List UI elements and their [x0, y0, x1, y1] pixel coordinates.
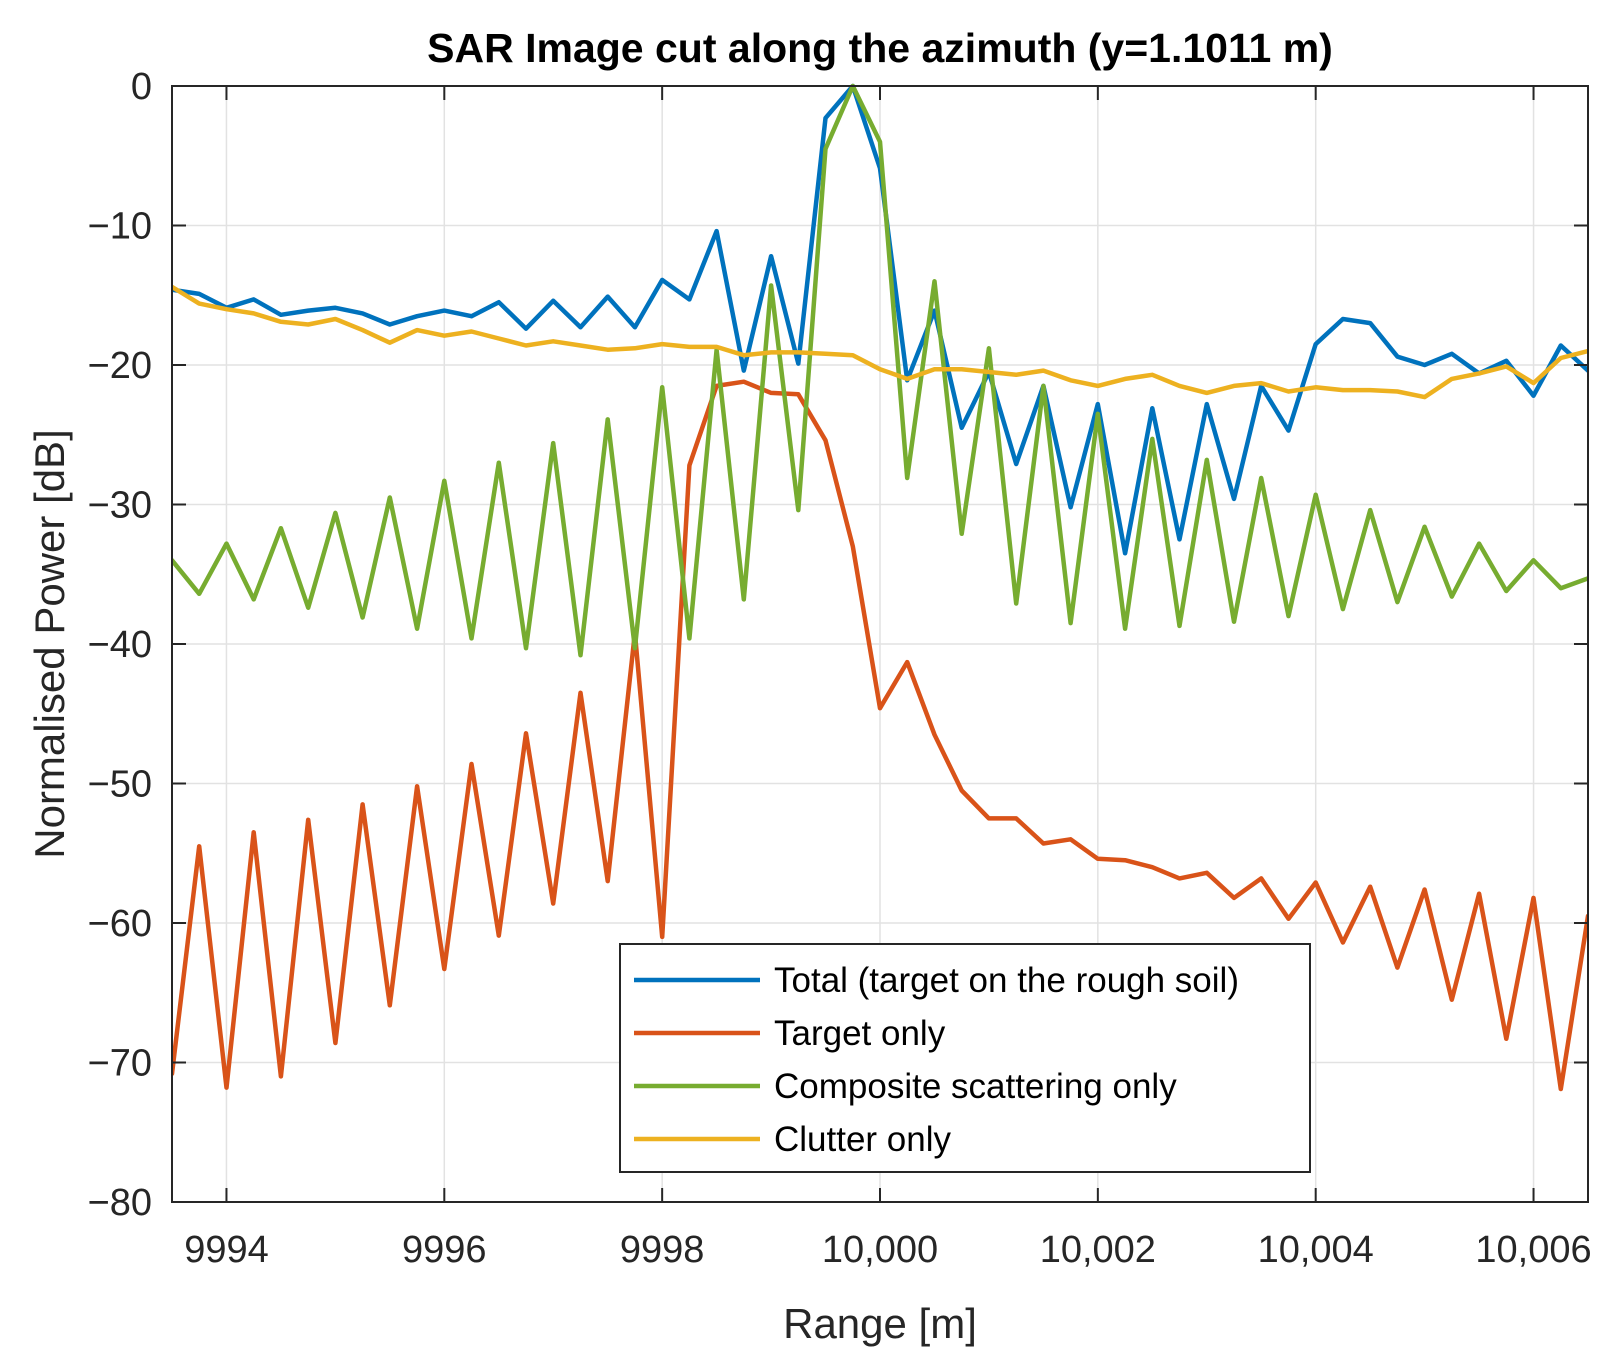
y-tick-label: −20	[88, 345, 152, 387]
legend-label-clutter-only: Clutter only	[774, 1120, 952, 1159]
legend: Total (target on the rough soil) Target o…	[619, 943, 1311, 1173]
x-tick-label: 10,002	[1040, 1229, 1156, 1271]
axis-ticks	[172, 85, 1588, 1203]
y-tick-label: −10	[88, 206, 152, 248]
y-tick-label: −80	[88, 1182, 152, 1224]
x-tick-label: 10,006	[1475, 1229, 1591, 1271]
x-axis-label: Range [m]	[783, 1300, 977, 1347]
y-tick-label: −50	[88, 764, 152, 806]
legend-label-composite-scattering-only: Composite scattering only	[774, 1067, 1177, 1106]
plot-area	[171, 83, 1589, 1203]
x-tick-label: 9996	[402, 1229, 487, 1271]
y-axis-tick-labels: 0 −10 −20 −30 −40 −50 −60 −70 −80	[88, 66, 152, 1224]
legend-items: Total (target on the rough soil) Target o…	[634, 961, 1239, 1159]
x-tick-label: 9998	[620, 1229, 705, 1271]
y-tick-label: −70	[88, 1043, 152, 1085]
y-tick-label: −30	[88, 485, 152, 527]
x-tick-label: 9994	[184, 1229, 269, 1271]
series-line-target-only	[172, 379, 1588, 1092]
series-line-composite-scattering-only	[172, 83, 1588, 658]
x-tick-label: 10,000	[822, 1229, 938, 1271]
legend-label-total-target-on-the-rough-soil: Total (target on the rough soil)	[774, 961, 1239, 1000]
x-tick-label: 10,004	[1258, 1229, 1374, 1271]
legend-box	[619, 943, 1311, 1173]
x-axis-tick-labels: 9994 9996 9998 10,000 10,002 10,004 10,006	[184, 1229, 1591, 1271]
y-tick-label: −40	[88, 624, 152, 666]
legend-label-target-only: Target only	[774, 1014, 946, 1053]
y-axis-label: Normalised Power [dB]	[26, 429, 73, 859]
y-tick-label: −60	[88, 903, 152, 945]
series-line-clutter-only	[172, 284, 1588, 400]
y-tick-label: 0	[131, 66, 152, 108]
data-series	[172, 83, 1588, 1092]
chart-title: SAR Image cut along the azimuth (y=1.101…	[427, 25, 1333, 71]
